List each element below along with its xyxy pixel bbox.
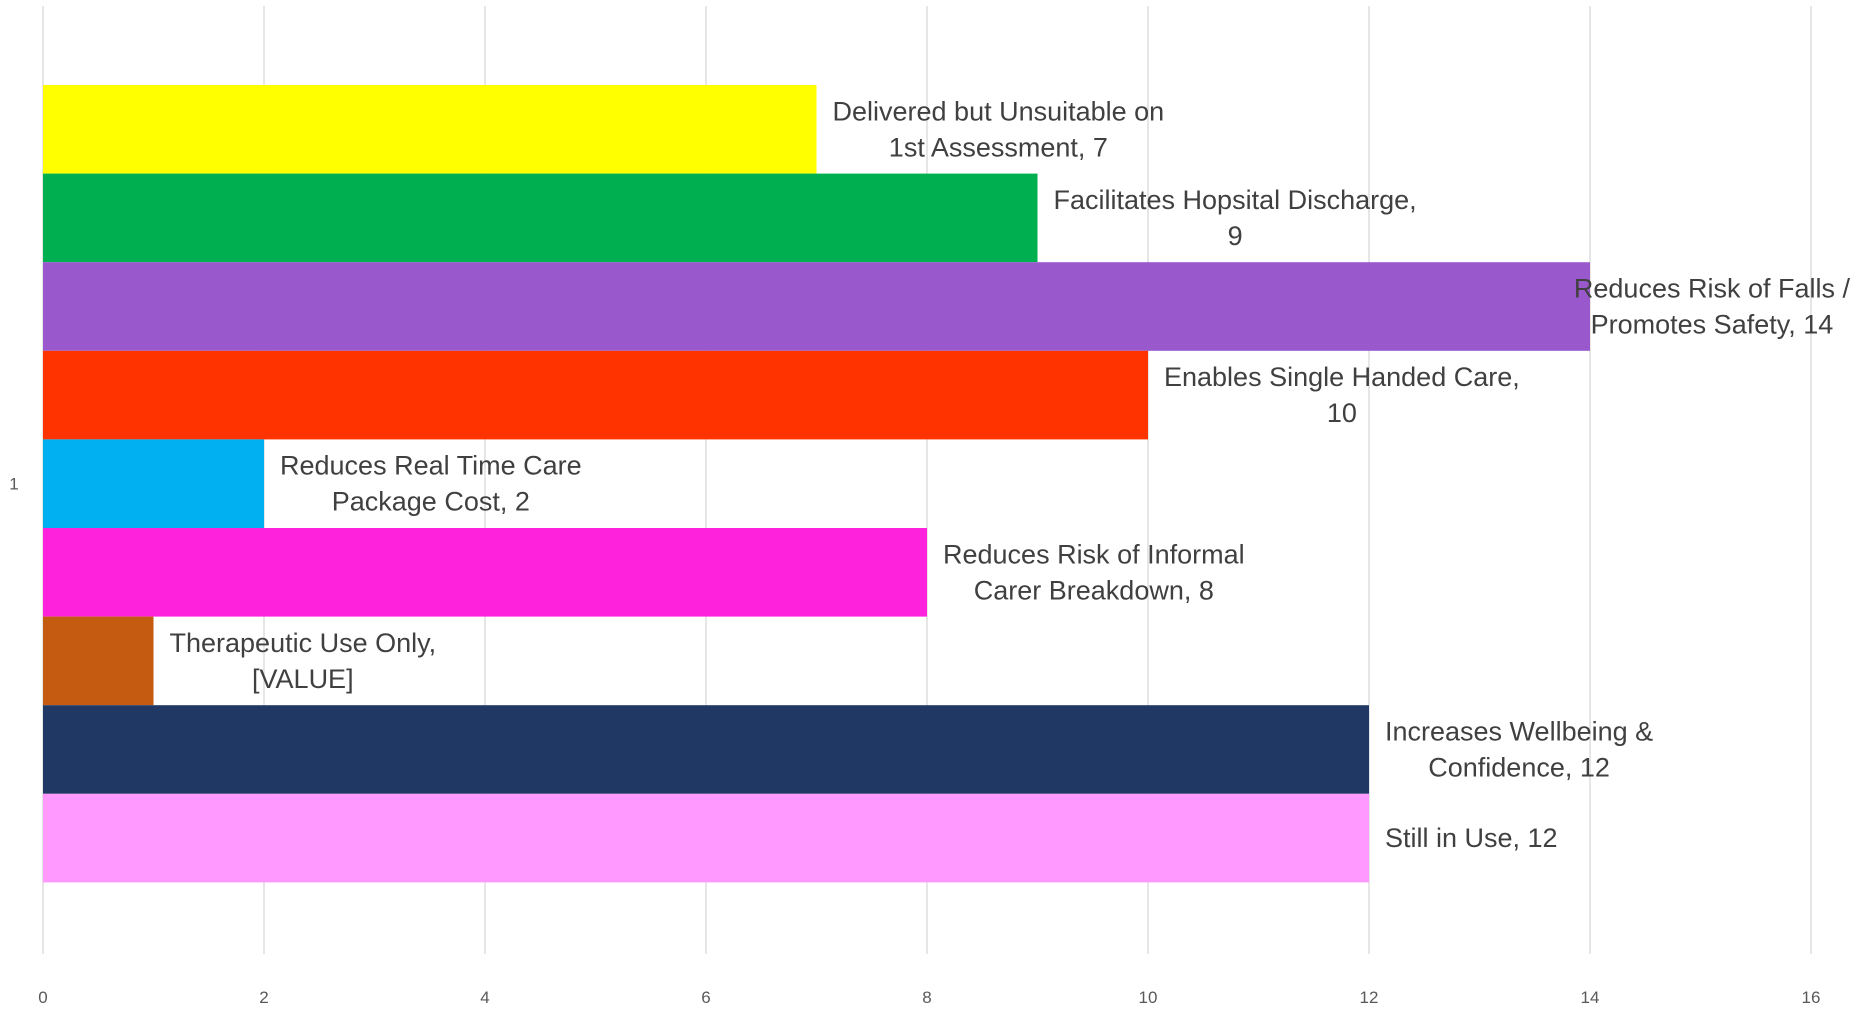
bars xyxy=(43,85,1590,883)
bar-8 xyxy=(43,705,1369,794)
x-tick-label-4: 4 xyxy=(480,988,489,1007)
data-label-5-line-1: Reduces Real Time Care xyxy=(280,451,582,481)
data-label-3: Reduces Risk of Falls / Promotes Safety, … xyxy=(1574,274,1851,340)
data-label-8-line-1: Increases Wellbeing & xyxy=(1385,717,1653,747)
bar-5 xyxy=(43,439,264,528)
data-label-6-line-1: Reduces Risk of Informal xyxy=(943,539,1245,569)
data-label-3-line-1: Reduces Risk of Falls / xyxy=(1574,274,1851,304)
data-label-7-line-1: Therapeutic Use Only, xyxy=(170,628,437,658)
x-tick-label-0: 0 xyxy=(38,988,47,1007)
bar-1 xyxy=(43,85,817,174)
data-label-8: Increases Wellbeing & Confidence, 12 xyxy=(1385,717,1653,783)
data-label-3-line-2: Promotes Safety, 14 xyxy=(1591,310,1834,340)
x-tick-label-16: 16 xyxy=(1802,988,1821,1007)
data-label-9-line-1: Still in Use, 12 xyxy=(1385,823,1558,853)
data-labels: Delivered but Unsuitable on 1st Assessmen… xyxy=(170,96,1851,853)
axes: 0 2 4 6 8 10 12 14 16 1 xyxy=(9,475,1820,1007)
data-label-4: Enables Single Handed Care, 10 xyxy=(1164,362,1520,428)
data-label-1: Delivered but Unsuitable on 1st Assessmen… xyxy=(833,96,1165,162)
x-tick-label-6: 6 xyxy=(701,988,710,1007)
x-tick-label-8: 8 xyxy=(922,988,931,1007)
x-tick-label-10: 10 xyxy=(1139,988,1158,1007)
data-label-7-line-2: [VALUE] xyxy=(252,664,354,694)
data-label-2: Facilitates Hopsital Discharge, 9 xyxy=(1054,185,1417,251)
data-label-2-line-1: Facilitates Hopsital Discharge, xyxy=(1054,185,1417,215)
data-label-1-line-1: Delivered but Unsuitable on xyxy=(833,96,1165,126)
data-label-6-line-2: Carer Breakdown, 8 xyxy=(974,575,1214,605)
data-label-8-line-2: Confidence, 12 xyxy=(1428,753,1610,783)
data-label-2-line-2: 9 xyxy=(1228,221,1243,251)
y-category-label: 1 xyxy=(9,475,18,494)
data-label-9: Still in Use, 12 xyxy=(1385,823,1558,853)
x-tick-label-14: 14 xyxy=(1581,988,1600,1007)
data-label-4-line-2: 10 xyxy=(1327,398,1357,428)
data-label-5: Reduces Real Time Care Package Cost, 2 xyxy=(280,451,582,517)
bar-3 xyxy=(43,262,1590,351)
x-tick-label-2: 2 xyxy=(259,988,268,1007)
data-label-7: Therapeutic Use Only, [VALUE] xyxy=(170,628,437,694)
bar-7 xyxy=(43,616,154,706)
data-label-4-line-1: Enables Single Handed Care, xyxy=(1164,362,1520,392)
bar-9 xyxy=(43,793,1369,883)
bar-6 xyxy=(43,528,927,617)
bar-4 xyxy=(43,350,1148,440)
data-label-6: Reduces Risk of Informal Carer Breakdown,… xyxy=(943,539,1245,605)
data-label-5-line-2: Package Cost, 2 xyxy=(332,487,530,517)
data-label-1-line-2: 1st Assessment, 7 xyxy=(889,132,1108,162)
x-tick-label-12: 12 xyxy=(1360,988,1379,1007)
bar-2 xyxy=(43,173,1038,263)
